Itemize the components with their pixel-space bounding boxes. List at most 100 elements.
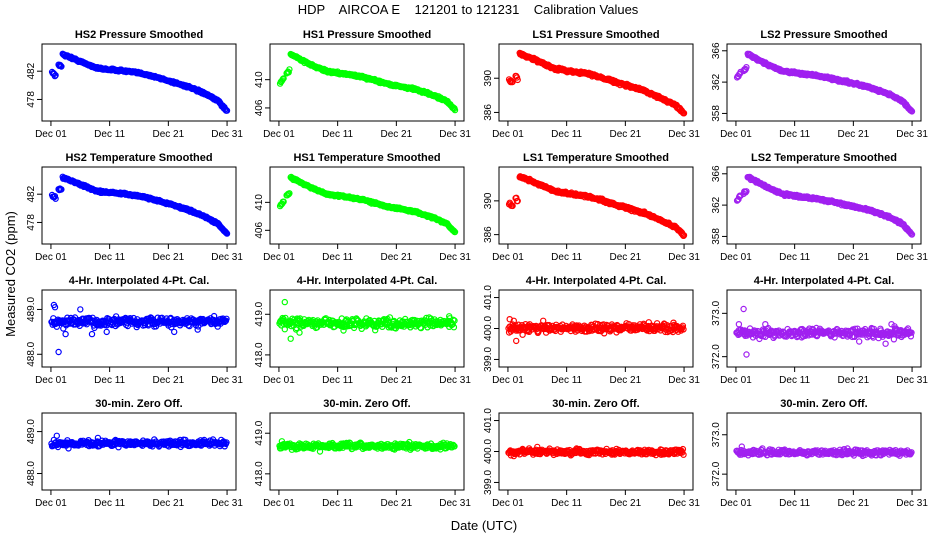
y-tick-label: 358 [711, 105, 722, 122]
x-tick-label: Dec 11 [94, 129, 125, 140]
data-series-hs2 [48, 301, 230, 356]
x-tick-label: Dec 21 [610, 375, 642, 386]
data-point [743, 63, 750, 71]
x-tick-label: Dec 31 [668, 375, 700, 386]
data-point [386, 314, 394, 321]
data-series-hs1 [276, 438, 458, 455]
y-tick-label: 390 [483, 69, 494, 86]
x-tick-label: Dec 11 [322, 375, 353, 386]
x-tick-label: Dec 01 [35, 129, 67, 140]
data-point [58, 186, 65, 193]
y-tick-label: 489.0 [26, 297, 37, 322]
y-tick-label: 482 [26, 62, 37, 79]
panel-title: 4-Hr. Interpolated 4-Pt. Cal. [754, 275, 895, 287]
panel-ls1-2: 4-Hr. Interpolated 4-Pt. Cal.Dec 01 Dec 1… [483, 275, 700, 386]
data-point [743, 188, 750, 195]
data-point [280, 75, 287, 82]
panel-title: 4-Hr. Interpolated 4-Pt. Cal. [69, 275, 210, 287]
x-tick-label: Dec 11 [551, 375, 582, 386]
x-tick-label: Dec 21 [838, 375, 870, 386]
data-point [170, 328, 178, 336]
x-tick-label: Dec 01 [720, 375, 752, 386]
x-tick-label: Dec 21 [838, 252, 870, 263]
data-point [680, 232, 688, 239]
plot-frame [41, 166, 237, 245]
y-tick-label: 372.0 [711, 344, 722, 369]
panel-title: HS2 Temperature Smoothed [65, 152, 212, 164]
y-tick-label: 478 [26, 91, 37, 108]
panel-hs1-3: 30-min. Zero Off.Dec 01 Dec 11 Dec 21 Dec 3… [254, 398, 471, 509]
data-point [680, 109, 688, 117]
x-tick-label: Dec 21 [838, 129, 870, 140]
data-point [908, 329, 915, 336]
x-tick-label: Dec 31 [896, 375, 928, 386]
data-series-ls1 [505, 443, 687, 460]
data-point [450, 324, 458, 331]
panel-title: LS2 Pressure Smoothed [760, 29, 887, 41]
data-series-ls2 [733, 305, 915, 358]
plot-frame [269, 166, 465, 245]
y-axis-title: Measured CO2 (ppm) [3, 211, 18, 337]
data-point [208, 320, 215, 327]
y-tick-label: 400.0 [483, 439, 494, 464]
y-tick-label: 418.0 [254, 461, 265, 486]
x-tick-label: Dec 01 [263, 252, 295, 263]
data-point [223, 315, 230, 322]
panel-title: LS1 Pressure Smoothed [532, 29, 659, 41]
y-tick-label: 406 [254, 222, 265, 239]
x-tick-label: Dec 11 [94, 252, 125, 263]
x-tick-label: Dec 31 [211, 375, 243, 386]
x-tick-label: Dec 11 [779, 375, 810, 386]
data-point [510, 317, 517, 324]
x-tick-label: Dec 21 [153, 498, 185, 509]
x-tick-label: Dec 11 [779, 129, 810, 140]
data-series-hs1 [276, 173, 459, 236]
y-tick-label: 366 [711, 165, 722, 182]
x-tick-label: Dec 31 [439, 252, 471, 263]
x-tick-label: Dec 31 [896, 129, 928, 140]
y-tick-label: 410 [254, 194, 265, 211]
data-point [451, 106, 459, 114]
y-tick-label: 399.0 [483, 470, 494, 495]
data-series-hs2 [48, 432, 230, 452]
data-series-ls1 [505, 316, 687, 345]
plot-frame [269, 289, 465, 368]
panel-title: HS1 Temperature Smoothed [293, 152, 440, 164]
y-tick-label: 390 [483, 192, 494, 209]
x-tick-label: Dec 01 [35, 252, 67, 263]
x-tick-label: Dec 11 [322, 252, 353, 263]
data-point [519, 331, 526, 338]
plot-frame [726, 289, 922, 368]
data-point [94, 434, 102, 442]
panel-ls1-3: 30-min. Zero Off.Dec 01 Dec 11 Dec 21 Dec 3… [483, 398, 700, 509]
panel-title: 30-min. Zero Off. [323, 398, 410, 410]
x-tick-label: Dec 31 [668, 129, 700, 140]
x-tick-label: Dec 21 [153, 129, 185, 140]
x-tick-label: Dec 31 [896, 252, 928, 263]
x-tick-label: Dec 11 [551, 252, 582, 263]
x-tick-label: Dec 21 [610, 498, 642, 509]
data-point [509, 78, 516, 86]
plot-frame [269, 43, 465, 122]
data-point [856, 338, 863, 345]
x-tick-label: Dec 31 [439, 498, 471, 509]
y-tick-label: 488.0 [26, 341, 37, 366]
x-tick-label: Dec 11 [551, 129, 582, 140]
panel-title: 4-Hr. Interpolated 4-Pt. Cal. [297, 275, 438, 287]
y-tick-label: 419.0 [254, 420, 265, 445]
x-tick-label: Dec 01 [492, 252, 524, 263]
y-tick-label: 401.0 [483, 408, 494, 433]
data-point [679, 322, 687, 329]
data-point [680, 451, 687, 458]
data-point [316, 448, 324, 455]
data-point [88, 330, 96, 338]
x-tick-label: Dec 01 [263, 129, 295, 140]
data-point [286, 190, 293, 197]
panel-hs2-2: 4-Hr. Interpolated 4-Pt. Cal.Dec 01 Dec 1… [26, 275, 243, 386]
data-point [53, 432, 61, 439]
data-series-ls1 [505, 49, 688, 117]
y-tick-label: 482 [26, 185, 37, 202]
